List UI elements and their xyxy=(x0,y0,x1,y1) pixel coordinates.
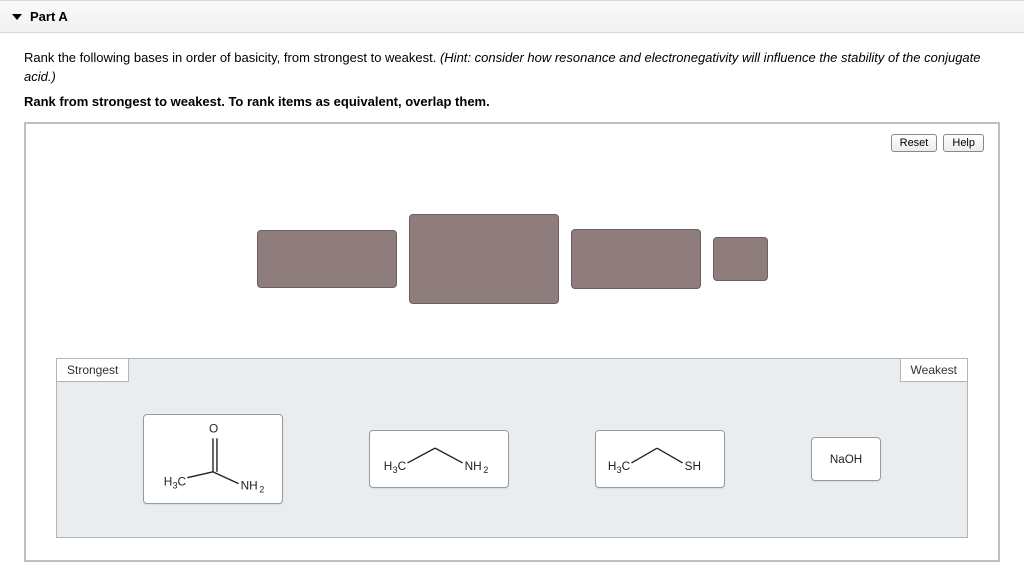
drop-slots[interactable] xyxy=(26,214,998,304)
question-instruction: Rank from strongest to weakest. To rank … xyxy=(24,93,1000,112)
reset-button[interactable]: Reset xyxy=(891,134,938,152)
molecule-card-ethanethiol[interactable]: H3CSH xyxy=(595,430,725,488)
part-header[interactable]: Part A xyxy=(0,0,1024,33)
svg-text:NaOH: NaOH xyxy=(830,452,862,465)
drop-slot[interactable] xyxy=(409,214,559,304)
ranking-work-area: Reset Help Strongest Weakest H3CONH2H3CN… xyxy=(24,122,1000,562)
drop-slot[interactable] xyxy=(257,230,397,288)
drop-slot[interactable] xyxy=(571,229,701,289)
molecule-card-ethylamine[interactable]: H3CNH2 xyxy=(369,430,509,488)
question-text: Rank the following bases in order of bas… xyxy=(24,50,440,65)
svg-text:2: 2 xyxy=(259,484,264,494)
svg-text:NH: NH xyxy=(465,458,482,472)
ranking-strongest-label: Strongest xyxy=(56,358,129,382)
help-button[interactable]: Help xyxy=(943,134,984,152)
svg-text:SH: SH xyxy=(685,458,701,472)
svg-text:H: H xyxy=(608,458,617,472)
question-prompt: Rank the following bases in order of bas… xyxy=(0,33,1024,122)
svg-text:C: C xyxy=(178,474,187,488)
molecule-cards-row: H3CONH2H3CNH2H3CSHNaOH xyxy=(57,414,967,504)
drop-slot[interactable] xyxy=(713,237,768,281)
ranking-weakest-label: Weakest xyxy=(900,358,968,382)
toolbar: Reset Help xyxy=(891,134,984,152)
molecule-card-acetamide[interactable]: H3CONH2 xyxy=(143,414,283,504)
ranking-box: Strongest Weakest H3CONH2H3CNH2H3CSHNaOH xyxy=(56,358,968,538)
part-title: Part A xyxy=(30,9,68,24)
svg-text:H: H xyxy=(164,474,173,488)
svg-text:O: O xyxy=(209,421,218,435)
svg-text:C: C xyxy=(398,458,407,472)
svg-text:NH: NH xyxy=(241,478,258,492)
svg-text:C: C xyxy=(622,458,631,472)
svg-text:2: 2 xyxy=(483,464,488,474)
svg-text:H: H xyxy=(384,458,393,472)
molecule-card-naoh[interactable]: NaOH xyxy=(811,437,881,481)
caret-down-icon xyxy=(12,14,22,20)
